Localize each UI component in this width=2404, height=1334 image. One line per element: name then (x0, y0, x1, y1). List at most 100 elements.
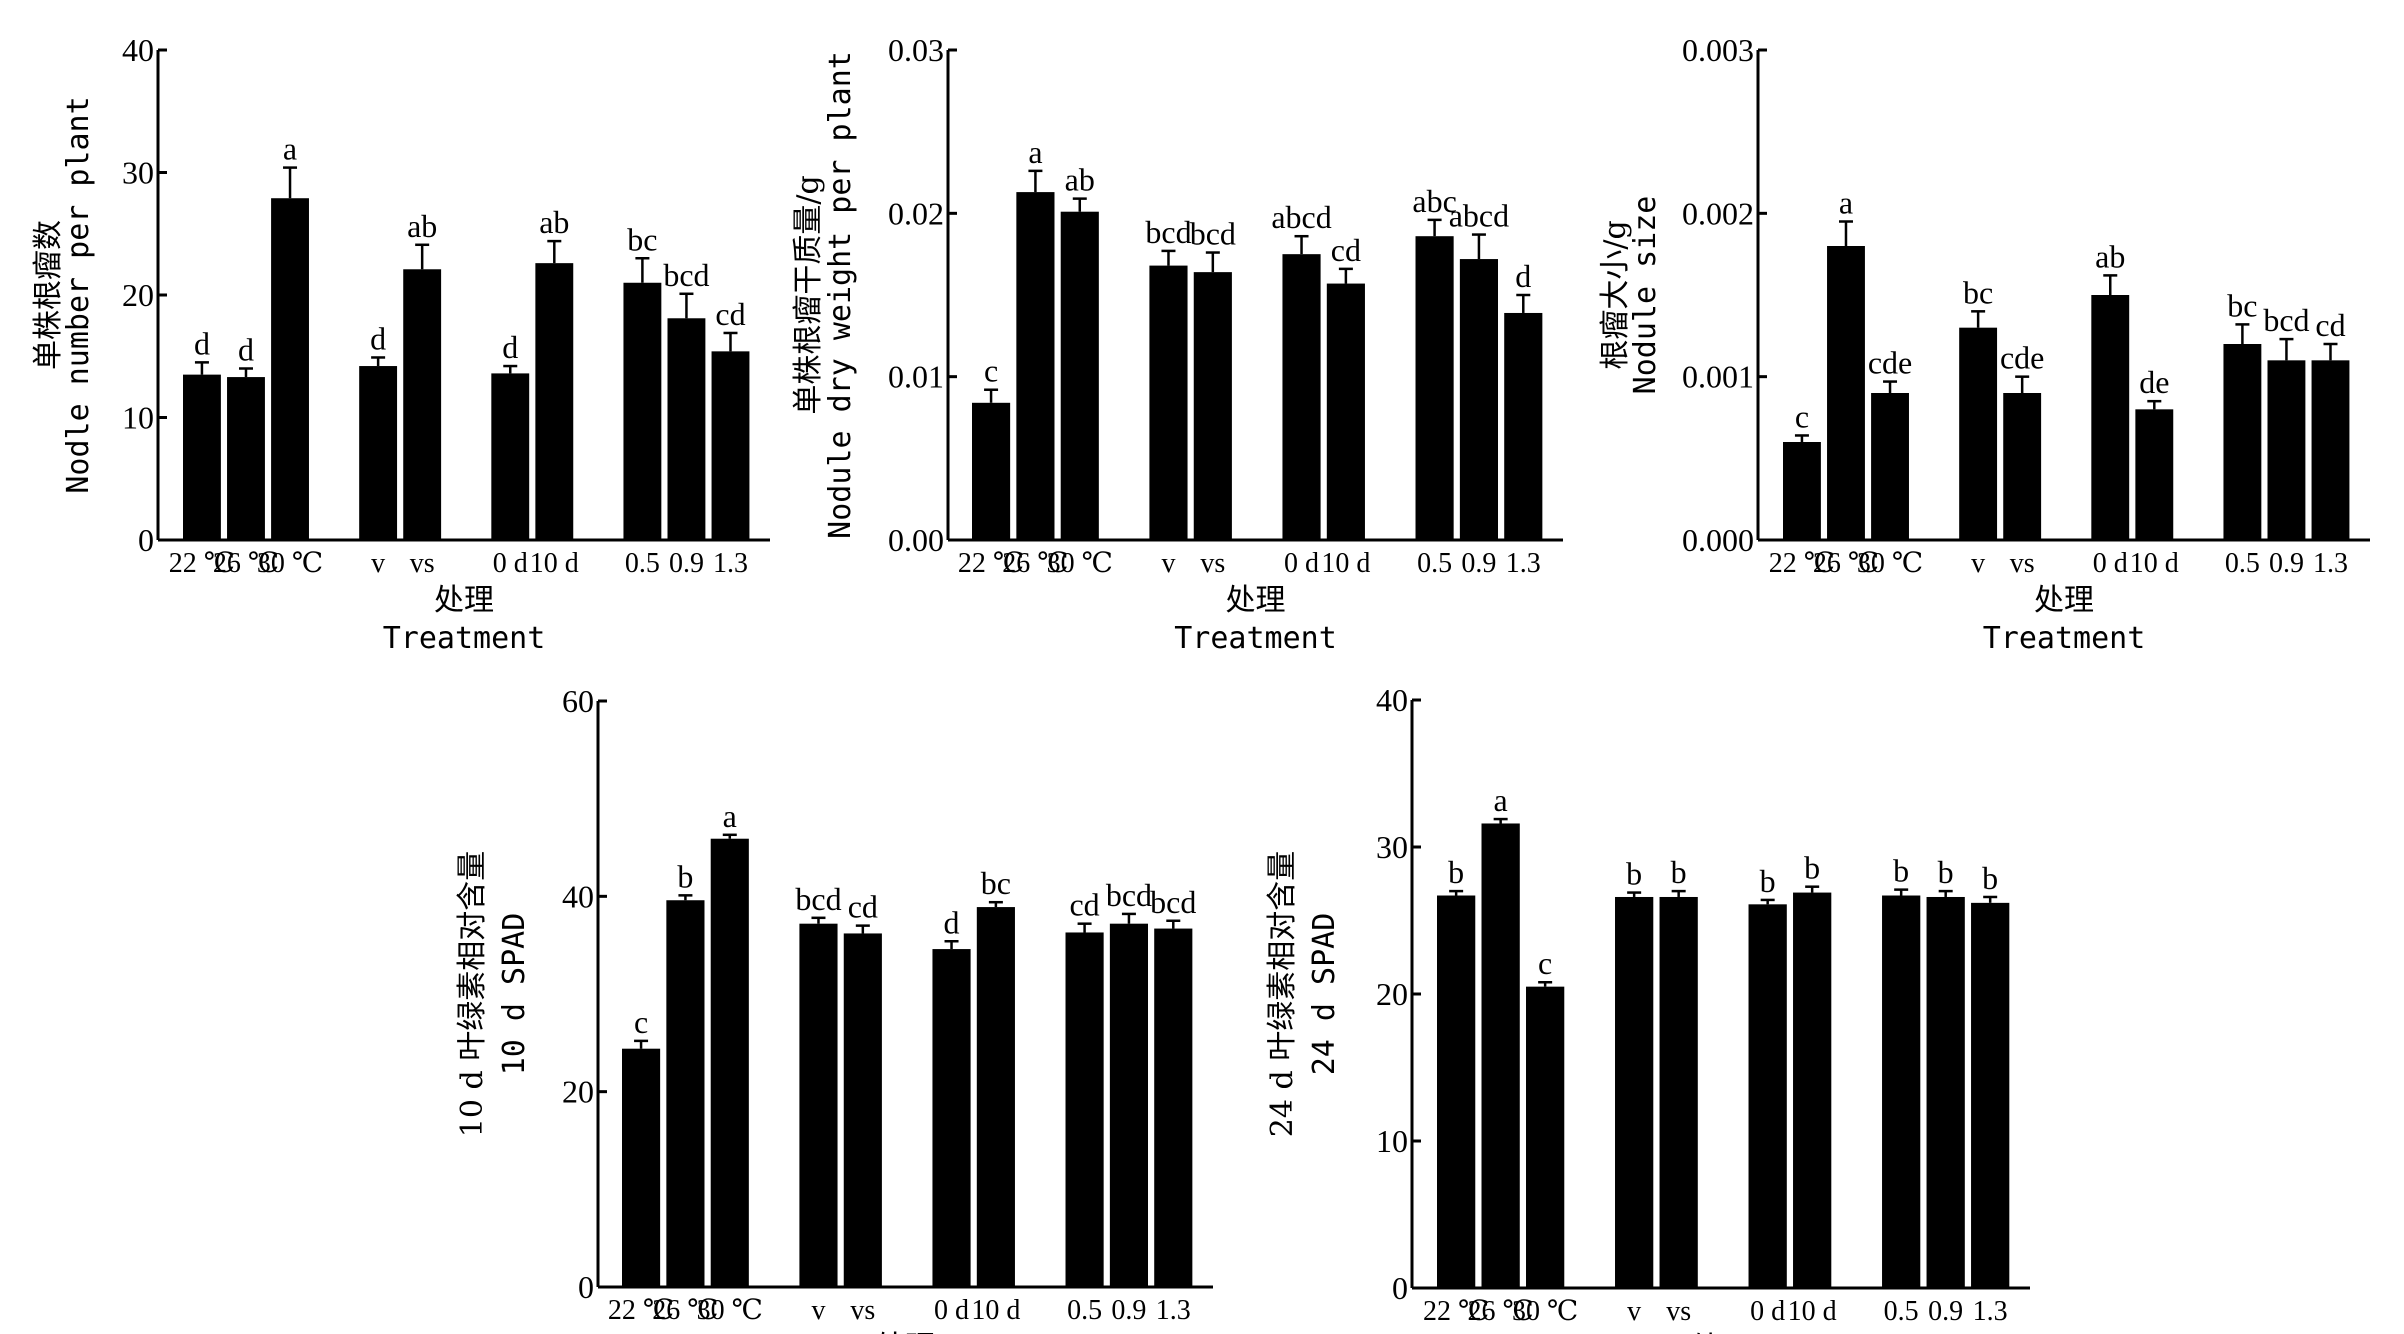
x-tick-label: 26 ℃ (213, 548, 279, 579)
x-tick-label: 0 d (2093, 548, 2128, 579)
x-axis-title-cn: 处理 (2034, 583, 2094, 618)
bar (1971, 902, 2010, 1288)
y-axis-title-en: Nodle number per plant (61, 96, 96, 493)
bar (1526, 986, 1565, 1288)
x-tick-label: vs (2010, 548, 2035, 579)
y-tick-label: 40 (562, 878, 594, 914)
x-tick-label: 0.9 (1111, 1295, 1146, 1326)
x-tick-label: vs (410, 548, 435, 579)
bar (1016, 192, 1055, 540)
x-tick-label: v (1971, 548, 1985, 579)
x-tick-label: 0 d (1284, 548, 1319, 579)
x-tick-label: 22 ℃ (1769, 548, 1835, 579)
x-tick-label: 22 ℃ (1423, 1296, 1489, 1327)
x-tick-label: 0.5 (1884, 1296, 1919, 1327)
bar (799, 923, 838, 1287)
significance-label: abc (1412, 183, 1456, 219)
x-axis-title-en: Treatment (1983, 621, 2146, 656)
significance-label: b (677, 858, 693, 894)
y-tick-label: 0.003 (1682, 32, 1754, 68)
bar (271, 198, 309, 540)
y-tick-label: 0 (578, 1269, 594, 1305)
x-tick-label: 10 d (1321, 548, 1370, 579)
x-tick-label: 0 d (493, 548, 528, 579)
significance-label: de (2139, 364, 2169, 400)
x-tick-label: 26 ℃ (1467, 1296, 1533, 1327)
significance-label: cd (715, 296, 745, 332)
significance-label: bc (627, 221, 657, 257)
significance-label: abcd (1271, 199, 1331, 235)
y-axis-title-en: Nodule size (1628, 196, 1663, 395)
y-tick-label: 0.03 (888, 32, 944, 68)
x-tick-label: 1.3 (1506, 548, 1541, 579)
y-tick-label: 30 (122, 155, 154, 191)
significance-label: bc (981, 865, 1011, 901)
x-tick-label: 0.9 (669, 548, 704, 579)
x-tick-label: 26 ℃ (652, 1295, 718, 1326)
significance-label: bcd (1106, 877, 1152, 913)
bar (491, 373, 530, 540)
y-axis-title-en: 10 d SPAD (497, 913, 532, 1076)
bar (1415, 236, 1454, 540)
significance-label: b (1804, 850, 1820, 886)
significance-label: bcd (1150, 884, 1196, 920)
bar (1481, 823, 1520, 1288)
significance-label: ab (2095, 238, 2125, 274)
y-axis-title-cn: 单株根瘤数 (31, 220, 66, 370)
x-tick-label: 26 ℃ (1002, 548, 1068, 579)
x-axis-title-en: Treatment (383, 621, 546, 656)
x-tick-label: vs (850, 1295, 875, 1326)
y-axis-title-cn: 根瘤大小/g (1598, 220, 1633, 369)
bar (2003, 393, 2042, 540)
significance-label: b (1448, 854, 1464, 890)
significance-label: ab (407, 208, 437, 244)
y-tick-label: 40 (122, 32, 154, 68)
x-axis-title-cn: 处理 (434, 583, 494, 618)
significance-label: b (1671, 854, 1687, 890)
bar (1326, 283, 1365, 540)
bar (2091, 295, 2130, 540)
bar (535, 263, 574, 540)
bar (2135, 409, 2174, 540)
x-tick-label: 10 d (1788, 1296, 1837, 1327)
bar (2223, 344, 2262, 540)
significance-label: a (723, 798, 737, 834)
bar (1154, 928, 1193, 1287)
chart-spad-10d: 0 20 40 60 c 22 ℃ b 26 ℃ a 30 ℃ bcd v cd vs d 0 d bc 10 d… (455, 683, 1213, 1334)
bar (623, 282, 662, 540)
x-tick-label: v (1627, 1296, 1641, 1327)
x-tick-label: 0.9 (2269, 548, 2304, 579)
significance-label: cde (2000, 340, 2044, 376)
bar (976, 907, 1015, 1287)
y-tick-label: 30 (1376, 829, 1408, 865)
bar (1959, 327, 1998, 540)
bar (972, 402, 1011, 540)
chart-nodule-size: 0.000 0.001 0.002 0.003 c 22 ℃ a 26 ℃ cde 30 ℃ bc v… (1598, 32, 2370, 656)
bar (1748, 904, 1787, 1288)
x-tick-label: 1.3 (713, 548, 748, 579)
x-tick-label: 0.9 (1461, 548, 1496, 579)
bar (1882, 895, 1921, 1288)
bar (710, 838, 749, 1287)
y-tick-label: 20 (562, 1074, 594, 1110)
significance-label: bc (2227, 287, 2257, 323)
x-tick-label: 30 ℃ (257, 548, 323, 579)
bar (622, 1048, 661, 1287)
x-tick-label: 0.5 (1067, 1295, 1102, 1326)
significance-label: c (1538, 945, 1552, 981)
bar (403, 269, 442, 540)
bar (1783, 442, 1821, 540)
x-tick-label: 30 ℃ (697, 1295, 763, 1326)
significance-label: a (283, 131, 297, 167)
x-tick-label: 0.5 (2225, 548, 2260, 579)
significance-label: d (238, 332, 254, 368)
x-tick-label: v (811, 1295, 825, 1326)
x-tick-label: 22 ℃ (958, 548, 1024, 579)
y-axis-title-en: Nodule dry weight per plant (823, 51, 858, 539)
bar (1065, 932, 1104, 1287)
bar (1504, 312, 1543, 540)
x-tick-label: v (371, 548, 385, 579)
significance-label: b (1893, 853, 1909, 889)
x-tick-label: 0.5 (625, 548, 660, 579)
x-tick-label: 0.9 (1928, 1296, 1963, 1327)
